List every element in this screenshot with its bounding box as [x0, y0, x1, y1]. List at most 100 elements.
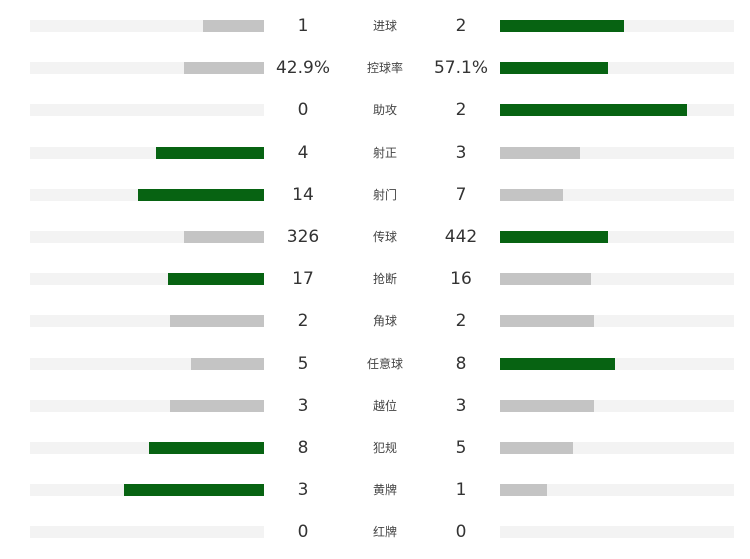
home-bar-fill	[170, 315, 264, 328]
stat-label: 射正	[372, 145, 397, 160]
away-bar-track	[500, 231, 734, 243]
home-value: 42.9%	[275, 58, 330, 79]
home-bar-track	[30, 62, 264, 75]
home-value: 17	[292, 269, 314, 290]
away-bar-track	[500, 399, 734, 412]
away-bar-fill	[500, 104, 687, 117]
stat-row: 4 射正 3	[0, 133, 750, 173]
away-value: 0	[455, 522, 467, 543]
stat-row: 2 角球 2	[0, 301, 750, 341]
stat-row: 0 红牌 0	[0, 512, 750, 552]
away-bar-track	[500, 273, 734, 286]
away-bar-track	[500, 357, 734, 370]
stat-row: 326 传球 442	[0, 217, 750, 257]
home-bar-fill	[149, 442, 264, 454]
home-bar-fill	[168, 273, 264, 286]
home-bar-track	[30, 104, 264, 117]
stat-row: 8 犯规 5	[0, 428, 750, 468]
stat-label: 角球	[372, 314, 397, 329]
away-bar-track	[500, 315, 734, 328]
stat-row: 17 抢断 16	[0, 259, 750, 299]
home-bar-fill	[124, 484, 264, 497]
stat-row: 1 进球 2	[0, 6, 750, 46]
away-value: 7	[455, 184, 467, 205]
away-bar-track	[500, 20, 734, 32]
away-value: 5	[455, 438, 467, 458]
stat-row: 5 任意球 8	[0, 344, 750, 384]
home-value: 4	[297, 142, 309, 163]
stat-label: 越位	[372, 398, 397, 413]
home-bar-fill	[170, 399, 264, 412]
away-bar-fill	[500, 273, 591, 286]
home-value: 5	[297, 353, 309, 374]
home-bar-track	[30, 20, 264, 32]
stat-label: 任意球	[366, 356, 403, 371]
stat-label: 控球率	[366, 61, 403, 76]
home-bar-track	[30, 231, 264, 243]
home-value: 0	[297, 100, 309, 121]
away-value: 442	[444, 227, 478, 247]
home-bar-fill	[184, 231, 264, 243]
away-bar-track	[500, 188, 734, 201]
stat-label: 助攻	[372, 103, 397, 118]
away-value: 16	[450, 269, 472, 290]
home-value: 3	[297, 480, 309, 501]
home-value: 3	[297, 395, 309, 416]
home-value: 0	[297, 522, 309, 543]
away-bar-track	[500, 526, 734, 539]
home-bar-track	[30, 399, 264, 412]
away-bar-fill	[500, 484, 547, 497]
away-value: 1	[455, 480, 467, 501]
away-bar-fill	[500, 20, 624, 32]
stat-label: 射门	[372, 187, 397, 202]
stat-row: 14 射门 7	[0, 175, 750, 215]
home-bar-track	[30, 442, 264, 454]
home-bar-track	[30, 273, 264, 286]
home-bar-fill	[184, 62, 264, 75]
away-bar-fill	[500, 399, 594, 412]
home-bar-fill	[156, 146, 264, 159]
away-value: 57.1%	[433, 58, 488, 79]
away-value: 2	[455, 311, 467, 332]
away-value: 3	[455, 395, 467, 416]
stat-label: 进球	[372, 19, 397, 33]
away-bar-fill	[500, 146, 580, 159]
home-value: 8	[297, 438, 309, 458]
stat-row: 3 黄牌 1	[0, 470, 750, 510]
away-value: 2	[455, 100, 467, 121]
away-bar-fill	[500, 188, 563, 201]
home-bar-track	[30, 146, 264, 159]
home-value: 326	[286, 227, 320, 247]
home-bar-track	[30, 315, 264, 328]
stat-row: 3 越位 3	[0, 386, 750, 426]
stat-label: 传球	[372, 230, 397, 244]
home-bar-fill	[191, 357, 264, 370]
away-bar-track	[500, 484, 734, 497]
away-bar-fill	[500, 357, 615, 370]
away-bar-track	[500, 442, 734, 454]
home-bar-fill	[138, 188, 264, 201]
away-bar-track	[500, 62, 734, 75]
home-bar-track	[30, 188, 264, 201]
home-bar-track	[30, 526, 264, 539]
away-value: 3	[455, 142, 467, 163]
home-value: 1	[297, 16, 309, 36]
away-bar-fill	[500, 231, 608, 243]
away-value: 2	[455, 16, 467, 36]
away-value: 8	[455, 353, 467, 374]
stat-row: 0 助攻 2	[0, 90, 750, 130]
stat-row: 42.9% 控球率 57.1%	[0, 48, 750, 88]
home-bar-track	[30, 484, 264, 497]
stat-label: 犯规	[372, 441, 397, 455]
stat-label: 抢断	[372, 272, 397, 287]
home-value: 14	[292, 184, 314, 205]
home-bar-fill	[203, 20, 264, 32]
home-value: 2	[297, 311, 309, 332]
stat-label: 红牌	[372, 525, 397, 540]
away-bar-track	[500, 104, 734, 117]
away-bar-fill	[500, 442, 573, 454]
stat-label: 黄牌	[372, 483, 397, 498]
home-bar-track	[30, 357, 264, 370]
away-bar-fill	[500, 62, 608, 75]
